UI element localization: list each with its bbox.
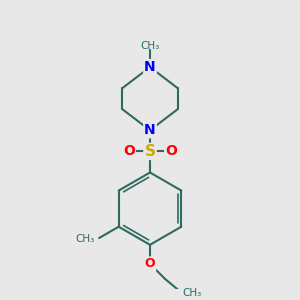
Text: N: N (144, 123, 156, 137)
Text: CH₃: CH₃ (183, 288, 202, 298)
Text: O: O (123, 144, 135, 158)
Text: CH₃: CH₃ (76, 234, 95, 244)
Text: S: S (145, 144, 155, 159)
Text: CH₃: CH₃ (140, 41, 160, 51)
Text: O: O (165, 144, 177, 158)
Text: N: N (144, 60, 156, 74)
Text: O: O (145, 257, 155, 270)
